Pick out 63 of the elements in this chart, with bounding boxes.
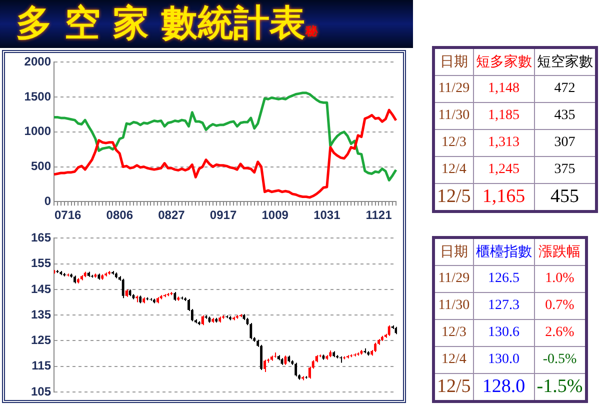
text: 11/29 bbox=[434, 266, 474, 292]
y-tick-label: 165 bbox=[30, 230, 52, 245]
text: 1,245 bbox=[473, 156, 534, 184]
y-tick-label: 125 bbox=[30, 333, 52, 348]
x-tick-label: 0716 bbox=[54, 208, 82, 222]
text: 11/30 bbox=[434, 292, 474, 320]
text: 1,165 bbox=[473, 184, 534, 212]
text: 307 bbox=[534, 130, 596, 156]
candlestick bbox=[294, 362, 298, 377]
category-label: 櫃檯指數 bbox=[473, 238, 534, 266]
category-label: 漲跌幅 bbox=[534, 238, 586, 266]
text: 127.3 bbox=[473, 292, 534, 320]
y-tick-label: 135 bbox=[30, 307, 52, 322]
text: 472 bbox=[534, 76, 596, 102]
text: 130.6 bbox=[473, 320, 534, 346]
x-tick-label: 1121 bbox=[366, 208, 392, 222]
x-tick-label: 1009 bbox=[262, 208, 289, 222]
candlestick bbox=[388, 324, 390, 336]
text: 0.7% bbox=[534, 292, 586, 320]
candlestick bbox=[122, 278, 124, 299]
candlestick bbox=[374, 342, 376, 353]
text: -0.5% bbox=[534, 346, 586, 374]
text: 126.5 bbox=[473, 266, 534, 292]
category-label: 日期 bbox=[434, 48, 474, 76]
text: 12/4 bbox=[434, 346, 474, 374]
text: 1,313 bbox=[473, 130, 534, 156]
x-tick-label: 0827 bbox=[158, 208, 186, 222]
text: 12/3 bbox=[434, 320, 474, 346]
text: 455 bbox=[534, 184, 596, 212]
y-tick-label: 1500 bbox=[24, 89, 52, 104]
text: 435 bbox=[534, 102, 596, 130]
category-label: 日期 bbox=[434, 238, 474, 266]
y-tick-label: 500 bbox=[30, 159, 52, 174]
text: 12/3 bbox=[434, 130, 474, 156]
text: 130.0 bbox=[473, 346, 534, 374]
text: 12/5 bbox=[434, 184, 474, 212]
text: 12/4 bbox=[434, 156, 474, 184]
candlestick bbox=[201, 314, 204, 326]
text: 375 bbox=[534, 156, 596, 184]
candlestick bbox=[264, 359, 266, 373]
y-tick-label: 115 bbox=[32, 358, 52, 373]
y-tick-label: 0 bbox=[44, 194, 52, 208]
category-label: 短空家數 bbox=[534, 48, 596, 76]
text: 12/5 bbox=[434, 374, 474, 402]
text: 1.0% bbox=[534, 266, 586, 292]
text: 1,148 bbox=[473, 76, 534, 102]
text: 11/29 bbox=[434, 76, 474, 102]
x-tick-label: 0917 bbox=[210, 208, 237, 222]
text: -1.5% bbox=[534, 374, 586, 402]
y-tick-label: 145 bbox=[30, 282, 52, 296]
text: 2.6% bbox=[534, 320, 586, 346]
candlestick bbox=[284, 355, 287, 366]
text: 128.0 bbox=[473, 374, 534, 402]
text: 11/30 bbox=[434, 102, 474, 130]
y-tick-label: 2000 bbox=[24, 54, 52, 69]
y-tick-label: 155 bbox=[30, 256, 52, 270]
category-label: 短多家數 bbox=[473, 48, 534, 76]
y-tick-label: 105 bbox=[30, 384, 52, 398]
x-tick-label: 1031 bbox=[314, 208, 341, 222]
x-tick-label: 0806 bbox=[106, 208, 134, 222]
text: 1,185 bbox=[473, 102, 534, 130]
y-tick-label: 1000 bbox=[24, 124, 52, 138]
text: 秘 bbox=[306, 24, 318, 38]
